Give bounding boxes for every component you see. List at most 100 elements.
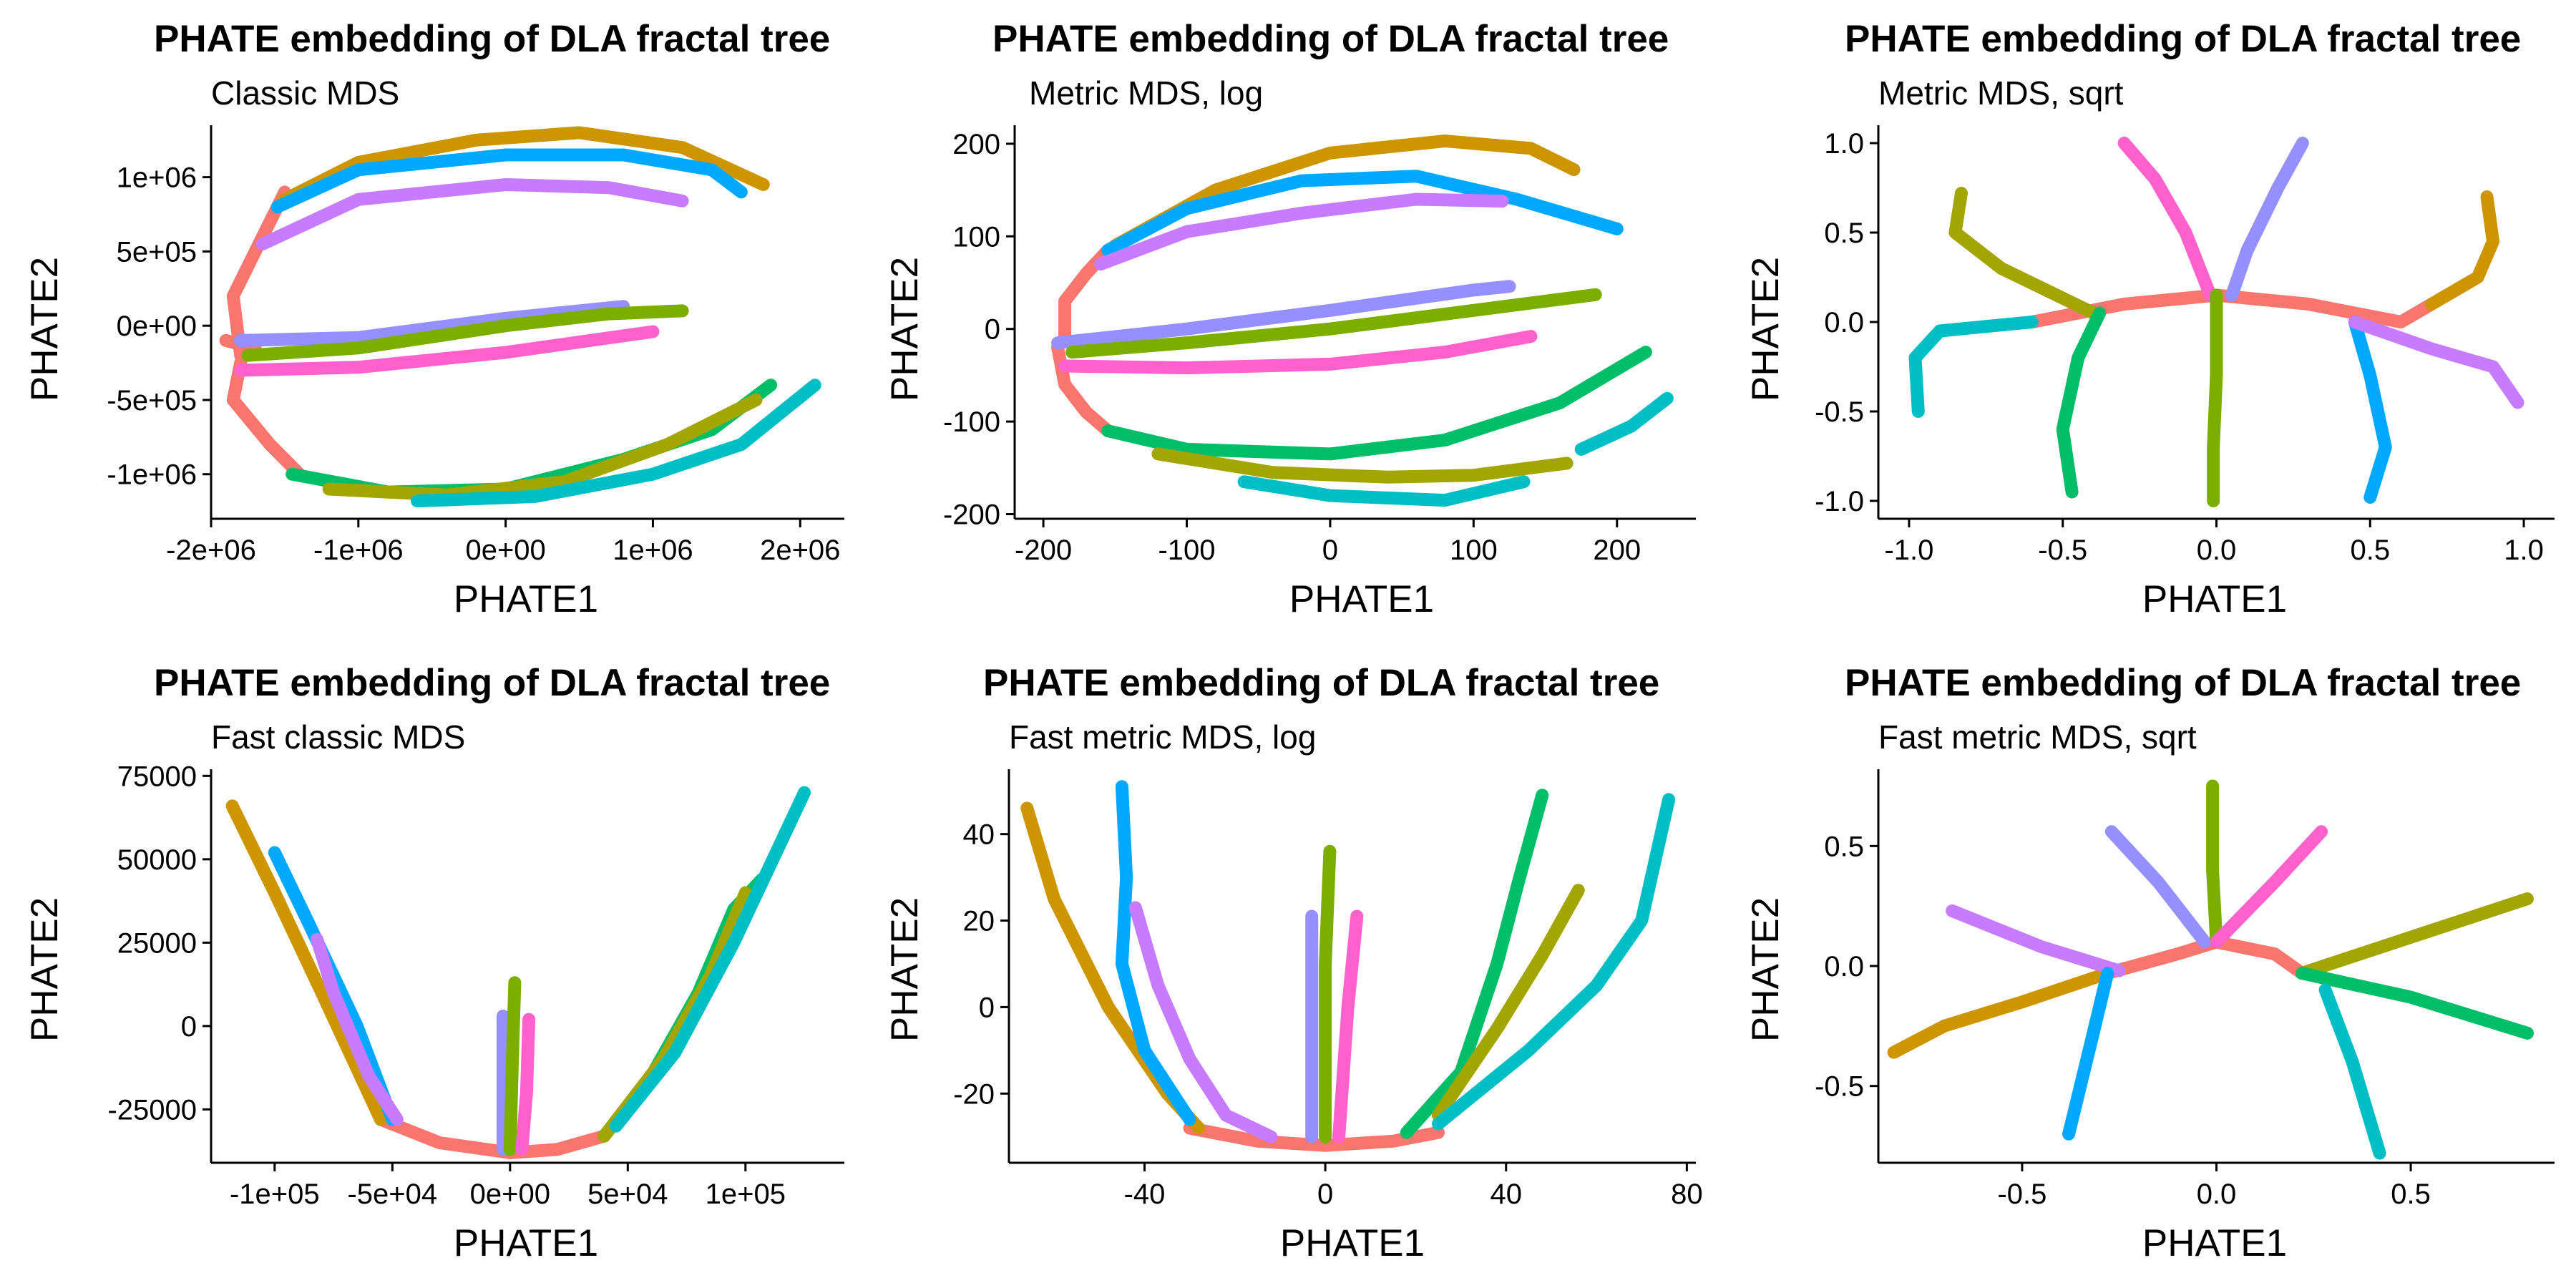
branch-series (2104, 825, 2212, 949)
x-axis-label: PHATE1 (1280, 1222, 1425, 1264)
panel-classic-mds: PHATE embedding of DLA fractal tree Clas… (24, 18, 844, 620)
panel-subtitle: Classic MDS (211, 74, 399, 112)
branch-series (374, 1113, 611, 1159)
x-tick-label: 5e+04 (587, 1179, 668, 1210)
branch-series (1094, 192, 1509, 271)
y-tick-label: 0.5 (1824, 218, 1864, 249)
y-tick-label: 0e+00 (117, 311, 197, 342)
x-tick-label: 1e+05 (706, 1179, 786, 1210)
branch-series (2348, 316, 2392, 504)
branch-series (311, 932, 404, 1126)
x-tick-label: -1e+06 (313, 535, 404, 566)
panel-subtitle: Fast metric MDS, sqrt (1878, 718, 2197, 756)
y-axis-label: PHATE2 (24, 897, 66, 1042)
y-tick-label: -0.5 (1815, 1071, 1864, 1103)
branch-series (1115, 780, 1196, 1126)
x-axis-label: PHATE1 (1289, 578, 1434, 620)
branch-series (1051, 280, 1516, 350)
y-tick-label: 0 (985, 314, 1000, 346)
branch-series (1332, 909, 1364, 1143)
y-tick-label: 0.0 (1824, 951, 1864, 982)
branch-series (2062, 967, 2114, 1141)
x-tick-label: -40 (1124, 1179, 1166, 1210)
x-tick-label: 200 (1593, 535, 1641, 566)
panel-subtitle: Fast classic MDS (211, 718, 465, 756)
branch-series (1237, 475, 1531, 507)
panel-fast-metric-mds-sqrt: PHATE embedding of DLA fractal tree Fast… (1745, 662, 2555, 1264)
branch-series (2296, 892, 2534, 980)
panel-fast-classic-mds: PHATE embedding of DLA fractal tree Fast… (24, 662, 844, 1264)
branch-series (1946, 904, 2126, 977)
y-tick-label: 75000 (117, 761, 197, 792)
branch-series (256, 178, 689, 250)
branch-series (1128, 901, 1278, 1143)
x-tick-label: 0.0 (2197, 535, 2237, 566)
y-tick-label: -20 (953, 1078, 995, 1110)
x-tick-label: -100 (1158, 535, 1215, 566)
branch-series (2425, 190, 2500, 311)
x-tick-label: -0.5 (1997, 1179, 2046, 1210)
x-tick-label: 0.5 (2350, 535, 2390, 566)
x-tick-label: -5e+04 (347, 1179, 437, 1210)
branch-series (2025, 288, 2439, 328)
branch-series (1908, 316, 2039, 418)
panel-fast-metric-mds-log: PHATE embedding of DLA fractal tree Fast… (884, 662, 1703, 1264)
x-tick-label: -1.0 (1884, 535, 1933, 566)
branch-series (1400, 789, 1549, 1139)
panel-subtitle: Fast metric MDS, log (1009, 718, 1316, 756)
branch-series (1151, 447, 1574, 484)
branch-series (411, 379, 821, 508)
y-tick-label: 0.5 (1824, 831, 1864, 862)
data-branches (1051, 135, 1674, 507)
branch-series (503, 976, 522, 1156)
panel-title: PHATE embedding of DLA fractal tree (1845, 18, 2521, 60)
branch-series (234, 325, 660, 377)
y-tick-label: 20 (963, 906, 995, 937)
y-axis-label: PHATE2 (884, 257, 926, 401)
branch-series (1887, 967, 2114, 1059)
y-tick-label: 0 (181, 1011, 197, 1043)
y-axis-label: PHATE2 (24, 257, 66, 401)
panel-subtitle: Metric MDS, log (1029, 74, 1263, 112)
branch-series (2206, 779, 2223, 949)
y-tick-label: -25000 (107, 1094, 197, 1126)
x-tick-label: 0.0 (2197, 1179, 2237, 1210)
branch-series (1058, 330, 1538, 375)
y-tick-label: -200 (943, 499, 1000, 531)
x-tick-label: 1.0 (2504, 535, 2544, 566)
branch-series (226, 356, 306, 481)
x-tick-label: -2e+06 (166, 535, 256, 566)
y-tick-label: 40 (963, 819, 995, 851)
y-tick-label: -1.0 (1815, 486, 1864, 517)
y-tick-label: 200 (952, 129, 1000, 160)
panel-title: PHATE embedding of DLA fractal tree (154, 662, 830, 704)
data-branches (1020, 780, 1676, 1152)
branch-series (286, 379, 778, 499)
y-tick-label: 0.0 (1824, 307, 1864, 338)
branch-series (1101, 170, 1624, 257)
panel-metric-mds-sqrt: PHATE embedding of DLA fractal tree Metr… (1745, 18, 2555, 620)
branch-series (270, 148, 748, 214)
x-tick-label: -0.5 (2038, 535, 2087, 566)
x-tick-label: 0 (1322, 535, 1338, 566)
branch-series (234, 300, 630, 347)
branch-series (225, 799, 387, 1126)
x-tick-label: 2e+06 (760, 535, 840, 566)
x-axis-label: PHATE1 (2142, 1222, 2287, 1264)
y-tick-label: 1e+06 (117, 162, 197, 194)
branch-series (2225, 137, 2309, 302)
x-tick-label: 40 (1490, 1179, 1522, 1210)
panel-title: PHATE embedding of DLA fractal tree (992, 18, 1669, 60)
y-tick-label: 25000 (117, 927, 197, 959)
branch-series (1065, 288, 1602, 359)
y-axis-label: PHATE2 (1745, 257, 1787, 401)
data-branches (1908, 137, 2524, 507)
x-tick-label: 100 (1450, 535, 1498, 566)
branch-series (2210, 825, 2328, 949)
y-tick-label: -1e+06 (107, 459, 197, 491)
panel-metric-mds-log: PHATE embedding of DLA fractal tree Metr… (884, 18, 1696, 620)
x-axis-label: PHATE1 (454, 1222, 598, 1264)
branch-series (1948, 187, 2100, 320)
branch-series (597, 886, 752, 1143)
branch-series (2296, 967, 2534, 1040)
